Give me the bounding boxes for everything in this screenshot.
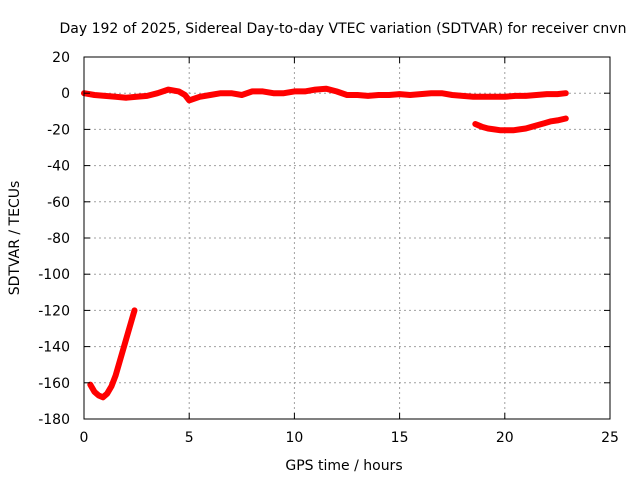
- y-tick-label: -120: [38, 303, 70, 319]
- y-tick-label: -140: [38, 340, 70, 356]
- x-axis-label: GPS time / hours: [285, 458, 402, 474]
- y-tick-label: 0: [61, 86, 70, 102]
- y-tick-label: 20: [52, 50, 70, 66]
- axis-ticks: 0 5 10 15 20 25 20 0 -20 -40 -60 -80 -100 -120 -140 -16…: [38, 50, 619, 446]
- x-tick-label: 10: [285, 430, 303, 446]
- y-tick-label: -180: [38, 412, 70, 428]
- x-tick-label: 15: [391, 430, 409, 446]
- series-line-3: [87, 307, 138, 401]
- chart-title: Day 192 of 2025, Sidereal Day-to-day VTE…: [60, 21, 627, 37]
- x-tick-label: 20: [496, 430, 514, 446]
- grid-lines: [84, 57, 610, 419]
- y-tick-label: -20: [47, 122, 70, 138]
- x-tick-label: 0: [80, 430, 89, 446]
- x-tick-label: 5: [185, 430, 194, 446]
- series-line-2: [472, 115, 569, 134]
- y-tick-label: -60: [47, 195, 70, 211]
- y-tick-label: -40: [47, 159, 70, 175]
- y-tick-label: -160: [38, 376, 70, 392]
- y-tick-label: -100: [38, 267, 70, 283]
- x-tick-label: 25: [601, 430, 619, 446]
- y-axis-label: SDTVAR / TECUs: [7, 181, 23, 296]
- y-tick-label: -80: [47, 231, 70, 247]
- series-line-1: [81, 85, 569, 104]
- data-series: [81, 85, 569, 401]
